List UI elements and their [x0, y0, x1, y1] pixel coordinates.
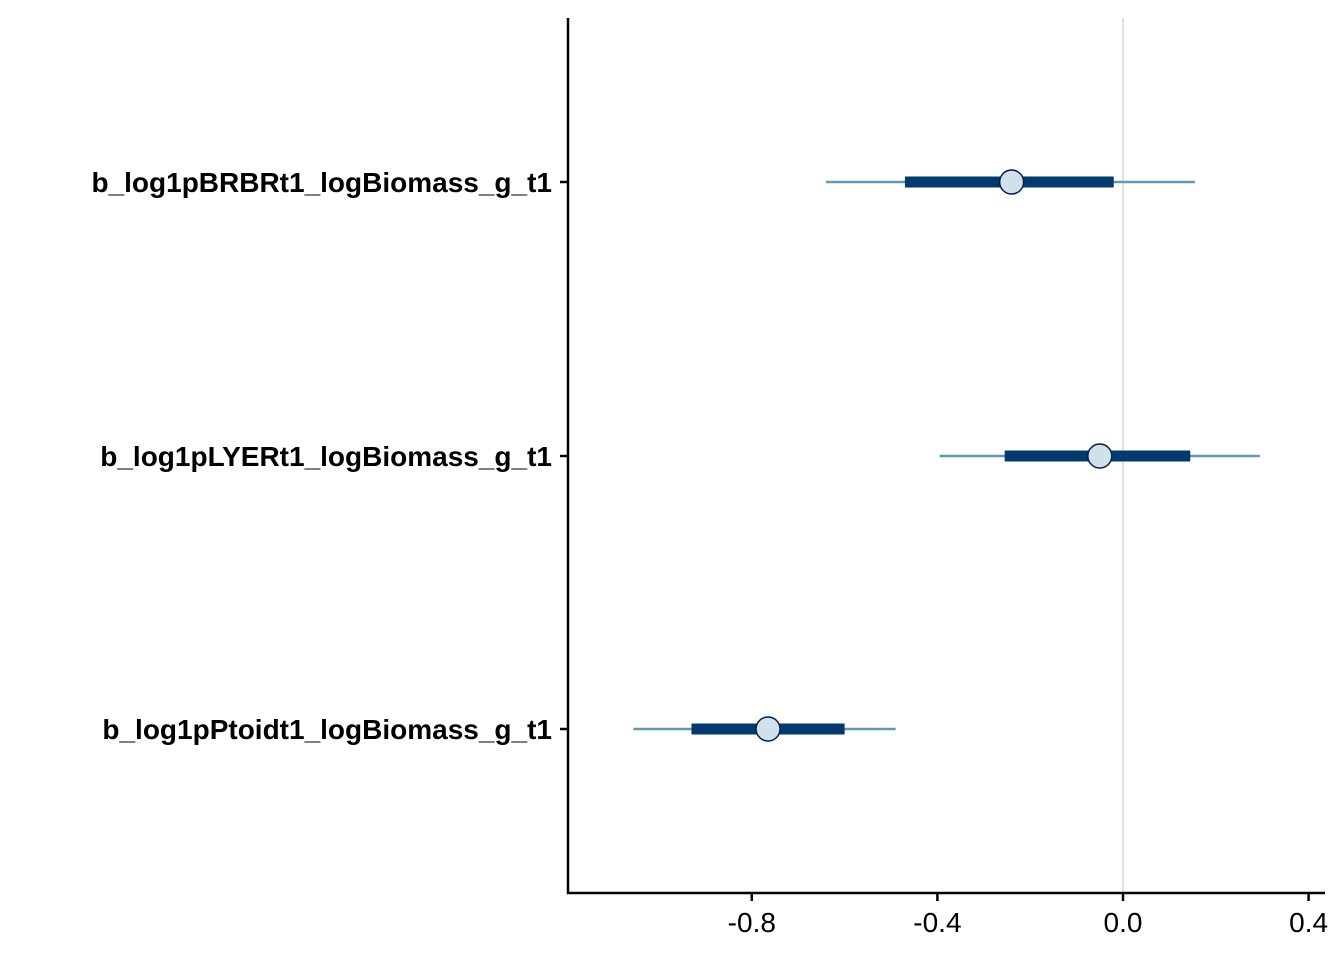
point-estimate [1087, 443, 1113, 469]
x-tick-label: 0.0 [1104, 907, 1143, 938]
y-tick-label: b_log1pLYERt1_logBiomass_g_t1 [100, 441, 552, 472]
y-tick-label: b_log1pPtoidt1_logBiomass_g_t1 [102, 714, 552, 745]
x-tick-label: -0.4 [913, 907, 961, 938]
x-axis-ticks: -0.8 -0.4 0.0 0.4 [728, 893, 1328, 938]
y-tick-label: b_log1pBRBRt1_logBiomass_g_t1 [91, 167, 552, 198]
x-tick-label: 0.4 [1289, 907, 1328, 938]
point-estimate [998, 169, 1025, 195]
series-row [633, 716, 896, 742]
point-estimate [755, 716, 781, 742]
x-tick-label: -0.8 [728, 907, 776, 938]
series-row [826, 169, 1195, 195]
series-layer [633, 169, 1260, 742]
y-axis-ticks: b_log1pBRBRt1_logBiomass_g_t1 b_log1pLYER… [91, 167, 568, 745]
series-row [939, 443, 1260, 469]
